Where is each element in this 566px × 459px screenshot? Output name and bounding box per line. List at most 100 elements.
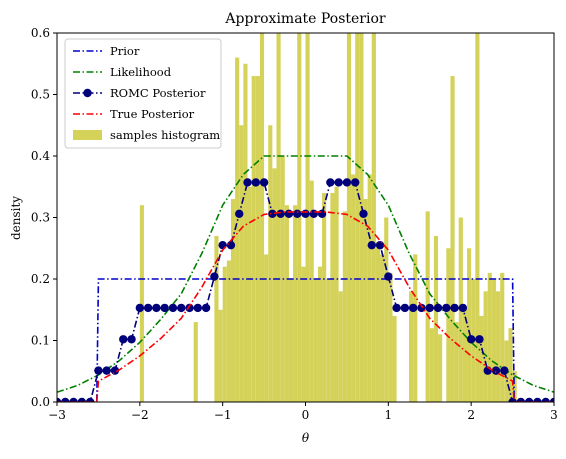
series-line-true-posterior [57,211,554,402]
legend-item: Prior [73,44,140,58]
legend-label: True Posterior [110,107,195,121]
romc-point [201,303,211,313]
romc-point [384,272,393,281]
legend-label: ROMC Posterior [110,86,206,100]
plot-area [57,33,554,402]
romc-point [94,366,103,375]
histogram-bar [342,211,347,402]
histogram-bar [243,63,248,402]
histogram [139,33,517,402]
histogram-bar [409,291,414,402]
legend-item: Likelihood [73,65,172,79]
histogram-bar [268,125,273,402]
histogram-bar [272,168,277,402]
series-true-posterior [57,211,554,402]
romc-point [268,209,277,219]
y-tick-label: 0.4 [31,149,50,163]
x-tick-label: 2 [467,408,475,422]
romc-point [491,366,501,375]
histogram-bar [355,33,360,402]
legend-label: Likelihood [110,65,172,79]
romc-point [259,178,269,187]
series-line-likelihood [57,155,554,393]
romc-point [69,397,78,402]
histogram-bar [218,309,223,402]
series-line-prior [57,278,554,402]
histogram-bar [230,199,236,402]
histogram-bar [317,266,323,402]
romc-point [500,366,509,375]
romc-point [359,209,368,219]
histogram-bar [433,235,439,402]
histogram-bar [450,76,455,402]
legend-item: samples histogram [73,128,220,142]
romc-point [102,366,111,375]
histogram-bar [475,33,480,402]
y-axis-label: density [9,196,23,240]
romc-point [276,209,285,219]
romc-point [466,335,476,344]
romc-point [301,209,310,219]
romc-point [61,397,70,402]
histogram-bar [139,205,144,402]
romc-point [226,240,236,250]
romc-point [417,303,426,313]
romc-point [475,335,484,344]
y-tick-label: 0.6 [31,26,50,40]
histogram-bar [276,33,281,402]
histogram-bar [467,248,472,402]
legend: Prior Likelihood ROMC Posterior True Poster… [64,38,222,149]
romc-point [533,397,542,402]
histogram-bar [284,205,289,402]
histogram-bar [288,279,294,402]
histogram-bar [259,33,265,402]
romc-point [408,303,418,313]
y-axis: 0.0 0.1 0.2 0.3 0.4 0.5 0.6 [31,26,57,409]
romc-point [143,303,153,313]
histogram-bar [388,272,393,402]
histogram-bar [508,328,513,402]
romc-point [177,303,186,313]
legend-marker [83,88,92,98]
histogram-bar [309,180,314,402]
romc-point [152,303,161,313]
histogram-bar [247,186,252,402]
histogram-bar [235,57,240,402]
histogram-bar [301,266,306,402]
histogram-bar [193,322,198,402]
chart-title: Approximate Posterior [224,11,385,27]
histogram-bar [392,315,397,402]
histogram-bar [500,272,505,402]
histogram-bar [239,125,244,402]
x-tick-label: −2 [131,408,149,422]
histogram-bar [346,33,352,402]
histogram-bar [222,266,227,402]
romc-point [442,303,451,313]
romc-point [293,209,302,219]
romc-point [309,209,318,219]
romc-point [342,178,352,187]
series-prior [57,278,554,402]
romc-point [235,209,244,219]
romc-point [57,397,62,402]
romc-point [243,178,252,187]
histogram-bar [462,309,468,402]
legend-item: ROMC Posterior [73,86,206,100]
romc-point [119,335,128,344]
histogram-bar [334,186,339,402]
romc-point [541,397,550,402]
romc-point [284,209,294,219]
romc-point [251,178,260,187]
y-tick-label: 0.5 [31,88,50,102]
legend-label: Prior [110,44,140,58]
romc-point [425,303,434,313]
histogram-bar [251,76,256,402]
x-tick-label: 1 [385,408,393,422]
legend-item: True Posterior [73,107,195,121]
histogram-bar [305,33,310,402]
romc-point [375,240,385,250]
romc-point [516,397,526,402]
legend-swatch [73,130,102,140]
legend-box [64,38,222,149]
